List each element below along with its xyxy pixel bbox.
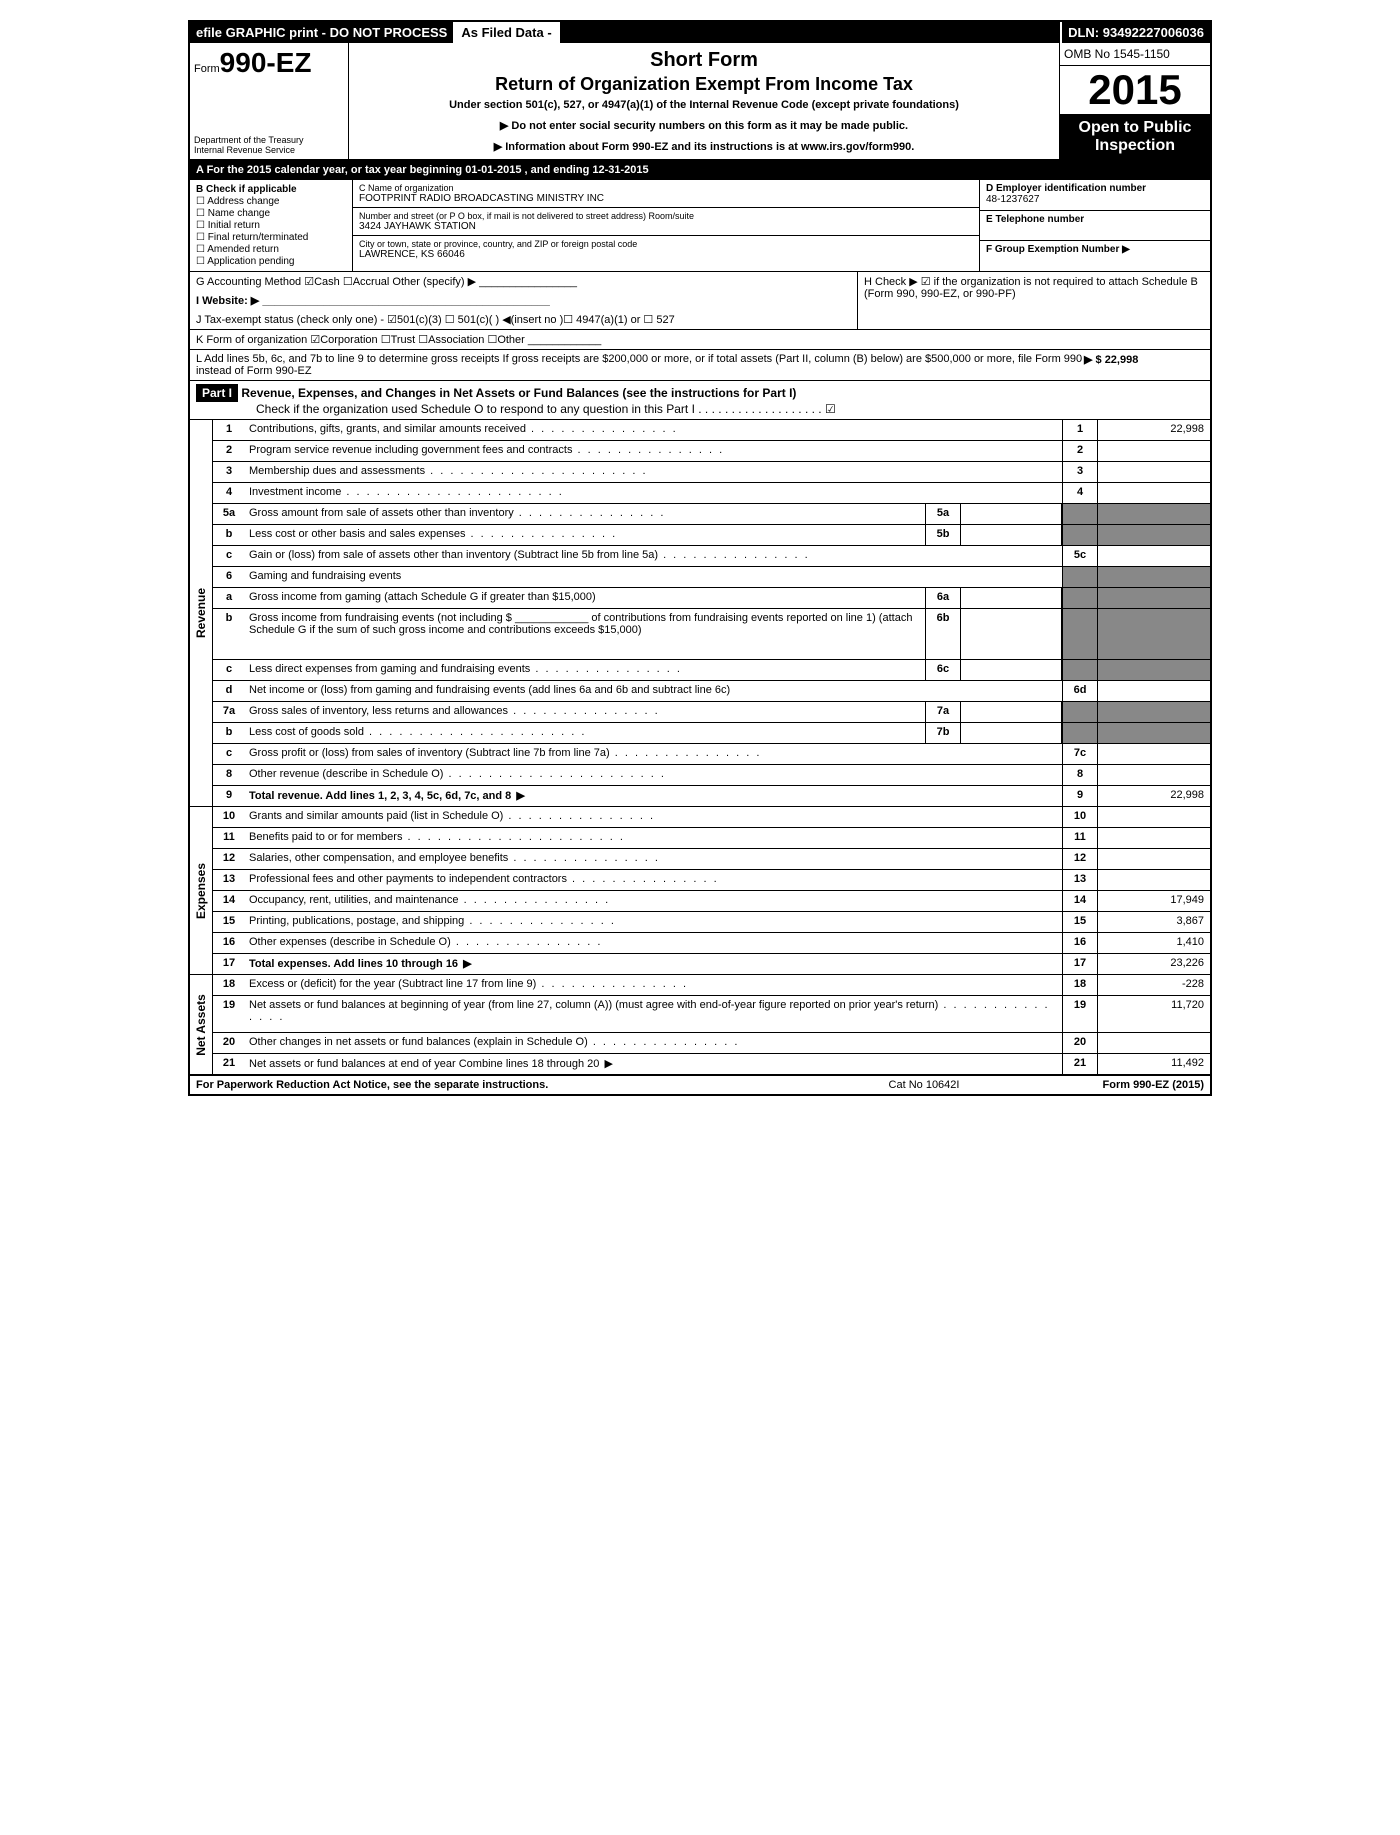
line-6d-desc: Net income or (loss) from gaming and fun… <box>245 681 1062 701</box>
line-9-desc: Total revenue. Add lines 1, 2, 3, 4, 5c,… <box>245 786 1062 806</box>
efile-label: efile GRAPHIC print - DO NOT PROCESS <box>190 22 455 43</box>
subtitle: Under section 501(c), 527, or 4947(a)(1)… <box>355 99 1053 111</box>
line-3-desc: Membership dues and assessments <box>245 462 1062 482</box>
part-1-header: Part I Revenue, Expenses, and Changes in… <box>190 381 1210 420</box>
gross-receipts-value: ▶ $ 22,998 <box>1084 353 1204 377</box>
row-l-gross-receipts: L Add lines 5b, 6c, and 7b to line 9 to … <box>190 350 1210 381</box>
line-21-desc: Net assets or fund balances at end of ye… <box>245 1054 1062 1074</box>
tax-year: 2015 <box>1060 66 1210 115</box>
line-17-desc: Total expenses. Add lines 10 through 16 <box>245 954 1062 974</box>
line-8-desc: Other revenue (describe in Schedule O) <box>245 765 1062 785</box>
line-5a-desc: Gross amount from sale of assets other t… <box>245 504 925 524</box>
line-12-desc: Salaries, other compensation, and employ… <box>245 849 1062 869</box>
line-6b-desc: Gross income from fundraising events (no… <box>245 609 925 659</box>
form-header: Form990-EZ Department of the Treasury In… <box>190 43 1210 161</box>
line-15-desc: Printing, publications, postage, and shi… <box>245 912 1062 932</box>
line-10-desc: Grants and similar amounts paid (list in… <box>245 807 1062 827</box>
chk-amended-return[interactable]: Amended return <box>196 244 346 255</box>
col-c-org-info: C Name of organization FOOTPRINT RADIO B… <box>353 180 980 271</box>
org-address-cell: Number and street (or P O box, if mail i… <box>353 208 979 236</box>
line-20-desc: Other changes in net assets or fund bala… <box>245 1033 1062 1053</box>
row-gh: G Accounting Method ☑Cash ☐Accrual Other… <box>190 272 1210 330</box>
section-bcdef: B Check if applicable Address change Nam… <box>190 180 1210 272</box>
group-exemption-cell: F Group Exemption Number ▶ <box>980 241 1210 271</box>
row-i-website: I Website: ▶ ___________________________… <box>196 294 851 307</box>
chk-name-change[interactable]: Name change <box>196 208 346 219</box>
part-1-schedule-o-check: Check if the organization used Schedule … <box>196 402 1204 416</box>
row-g-accounting: G Accounting Method ☑Cash ☐Accrual Other… <box>190 272 857 329</box>
row-h-schedule-b: H Check ▶ ☑ if the organization is not r… <box>857 272 1210 329</box>
form-990ez: efile GRAPHIC print - DO NOT PROCESS As … <box>188 20 1212 1096</box>
org-city-cell: City or town, state or province, country… <box>353 236 979 263</box>
line-16-desc: Other expenses (describe in Schedule O) <box>245 933 1062 953</box>
title-short-form: Short Form <box>355 49 1053 72</box>
note-ssn: ▶ Do not enter social security numbers o… <box>355 119 1053 132</box>
chk-initial-return[interactable]: Initial return <box>196 220 346 231</box>
ein-value: 48-1237627 <box>986 194 1204 205</box>
line-7a-desc: Gross sales of inventory, less returns a… <box>245 702 925 722</box>
line-7c-desc: Gross profit or (loss) from sales of inv… <box>245 744 1062 764</box>
line-18-val: -228 <box>1097 975 1210 995</box>
expenses-section: Expenses 10Grants and similar amounts pa… <box>190 807 1210 975</box>
chk-application-pending[interactable]: Application pending <box>196 256 346 267</box>
row-a-tax-year: A For the 2015 calendar year, or tax yea… <box>190 161 1210 180</box>
line-2-desc: Program service revenue including govern… <box>245 441 1062 461</box>
line-6a-desc: Gross income from gaming (attach Schedul… <box>245 588 925 608</box>
net-assets-side-label: Net Assets <box>190 975 213 1074</box>
line-13-desc: Professional fees and other payments to … <box>245 870 1062 890</box>
line-16-val: 1,410 <box>1097 933 1210 953</box>
title-return: Return of Organization Exempt From Incom… <box>355 74 1053 95</box>
part-1-label: Part I <box>196 384 238 402</box>
revenue-section: Revenue 1Contributions, gifts, grants, a… <box>190 420 1210 807</box>
telephone-cell: E Telephone number <box>980 211 1210 242</box>
line-17-val: 23,226 <box>1097 954 1210 974</box>
header-right: OMB No 1545-1150 2015 Open to Public Ins… <box>1059 43 1210 159</box>
org-address: 3424 JAYHAWK STATION <box>359 221 973 232</box>
ein-cell: D Employer identification number 48-1237… <box>980 180 1210 211</box>
omb-number: OMB No 1545-1150 <box>1060 43 1210 66</box>
col-def: D Employer identification number 48-1237… <box>980 180 1210 271</box>
net-assets-section: Net Assets 18Excess or (deficit) for the… <box>190 975 1210 1076</box>
revenue-side-label: Revenue <box>190 420 213 806</box>
line-5c-desc: Gain or (loss) from sale of assets other… <box>245 546 1062 566</box>
form-version: Form 990-EZ (2015) <box>1024 1079 1204 1091</box>
line-7b-desc: Less cost of goods sold <box>245 723 925 743</box>
line-14-val: 17,949 <box>1097 891 1210 911</box>
line-9-val: 22,998 <box>1097 786 1210 806</box>
paperwork-notice: For Paperwork Reduction Act Notice, see … <box>196 1079 824 1091</box>
dln: DLN: 93492227006036 <box>1062 22 1210 43</box>
line-19-val: 11,720 <box>1097 996 1210 1032</box>
form-number: Form990-EZ <box>194 47 344 79</box>
line-4-desc: Investment income <box>245 483 1062 503</box>
line-5b-desc: Less cost or other basis and sales expen… <box>245 525 925 545</box>
line-6-desc: Gaming and fundraising events <box>245 567 1062 587</box>
line-19-desc: Net assets or fund balances at beginning… <box>245 996 1062 1032</box>
line-21-val: 11,492 <box>1097 1054 1210 1074</box>
chk-address-change[interactable]: Address change <box>196 196 346 207</box>
cat-number: Cat No 10642I <box>824 1079 1024 1091</box>
org-name-cell: C Name of organization FOOTPRINT RADIO B… <box>353 180 979 208</box>
org-city: LAWRENCE, KS 66046 <box>359 249 973 260</box>
line-6c-desc: Less direct expenses from gaming and fun… <box>245 660 925 680</box>
line-11-desc: Benefits paid to or for members <box>245 828 1062 848</box>
header-title: Short Form Return of Organization Exempt… <box>349 43 1059 159</box>
header-left: Form990-EZ Department of the Treasury In… <box>190 43 349 159</box>
asfiled-label: As Filed Data - <box>455 22 559 43</box>
col-b-checkboxes: B Check if applicable Address change Nam… <box>190 180 353 271</box>
department: Department of the Treasury Internal Reve… <box>194 135 344 155</box>
form-footer: For Paperwork Reduction Act Notice, see … <box>190 1076 1210 1094</box>
open-to-public: Open to Public Inspection <box>1060 115 1210 159</box>
note-info: ▶ Information about Form 990-EZ and its … <box>355 140 1053 153</box>
top-bar: efile GRAPHIC print - DO NOT PROCESS As … <box>190 22 1210 43</box>
chk-final-return[interactable]: Final return/terminated <box>196 232 346 243</box>
line-15-val: 3,867 <box>1097 912 1210 932</box>
row-j-tax-status: J Tax-exempt status (check only one) - ☑… <box>196 313 851 326</box>
line-18-desc: Excess or (deficit) for the year (Subtra… <box>245 975 1062 995</box>
expenses-side-label: Expenses <box>190 807 213 974</box>
line-14-desc: Occupancy, rent, utilities, and maintena… <box>245 891 1062 911</box>
line-1-desc: Contributions, gifts, grants, and simila… <box>245 420 1062 440</box>
line-1-val: 22,998 <box>1097 420 1210 440</box>
org-name: FOOTPRINT RADIO BROADCASTING MINISTRY IN… <box>359 193 973 204</box>
row-k-org-form: K Form of organization ☑Corporation ☐Tru… <box>190 330 1210 350</box>
